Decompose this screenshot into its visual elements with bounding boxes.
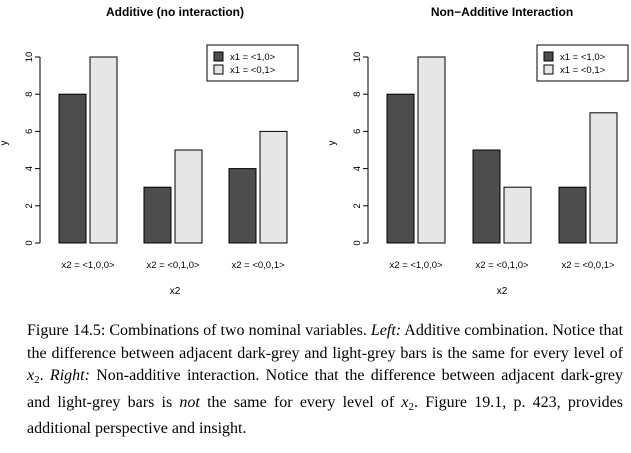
legend-label: x1 = <0,1> <box>230 65 276 76</box>
y-tick-label: 6 <box>24 129 35 134</box>
chart-title: Additive (no interaction) <box>106 5 244 19</box>
caption-subscript-2: 2 <box>408 400 415 413</box>
y-tick-label: 2 <box>352 203 363 208</box>
caption-text-6: . Figure 19.1, p. 423, provides addition… <box>27 393 623 438</box>
caption-var-x-2: x <box>401 393 409 411</box>
bar-dark-3 <box>558 186 587 244</box>
caption-text-2: Additive combination. Notice that the di… <box>27 322 624 362</box>
legend-swatch-dark <box>543 51 554 62</box>
legend-box <box>206 44 299 82</box>
y-tick-label: 10 <box>24 52 35 63</box>
bar-dark-1 <box>386 93 415 244</box>
x-axis-label: x2 <box>170 286 181 297</box>
bar-dark-2 <box>472 149 501 244</box>
bar-light-3 <box>259 130 288 244</box>
caption-text-4: Non-additive interaction. Notice that th… <box>27 367 624 411</box>
y-tick-label: 4 <box>352 166 363 171</box>
caption-text-3: . <box>39 367 50 384</box>
y-tick-label: 6 <box>352 129 363 134</box>
x-category-label: x2 = <0,0,1> <box>231 260 285 271</box>
caption-right: Right: <box>49 367 90 384</box>
x-category-label: x2 = <1,0,0> <box>389 260 443 271</box>
x-category-label: x2 = <0,0,1> <box>561 260 615 271</box>
bar-dark-3 <box>228 168 257 244</box>
caption-label: Figure 14.5: <box>27 322 106 339</box>
y-tick-label: 10 <box>352 52 363 63</box>
y-tick-label: 8 <box>352 92 363 97</box>
left-panel-additive: Additive (no interaction) 0 2 4 6 8 10 y x2 = <1… <box>0 5 299 297</box>
bar-light-2 <box>174 149 203 244</box>
x-category-label: x2 = <1,0,0> <box>61 260 115 271</box>
figure-panels: Additive (no interaction) 0 2 4 6 8 10 y x2 = <1… <box>0 5 629 297</box>
y-tick-label: 2 <box>24 203 35 208</box>
bar-light-2 <box>503 186 532 244</box>
y-tick-label: 4 <box>24 166 35 171</box>
legend-swatch-light <box>213 64 224 75</box>
legend-label: x1 = <1,0> <box>560 52 606 63</box>
chart-title: Non−Additive Interaction <box>431 5 573 19</box>
bar-light-3 <box>589 112 618 244</box>
bar-dark-2 <box>143 186 172 244</box>
y-tick-label: 0 <box>352 240 363 245</box>
caption-subscript: 2 <box>34 374 40 386</box>
figure-caption: Figure 14.5: Combinations of two nominal… <box>27 320 623 441</box>
caption-not: not <box>179 393 200 411</box>
legend-label: x1 = <1,0> <box>230 52 276 63</box>
y-tick-label: 0 <box>24 240 35 245</box>
x-category-label: x2 = <0,1,0> <box>146 260 200 271</box>
legend-swatch-light <box>543 64 554 75</box>
bar-light-1 <box>89 56 118 244</box>
legend-label: x1 = <0,1> <box>560 65 606 76</box>
bar-dark-1 <box>58 93 87 244</box>
x-category-label: x2 = <0,1,0> <box>475 260 529 271</box>
bar-light-1 <box>417 56 446 244</box>
right-panel-non-additive: Non−Additive Interaction 0 2 4 6 8 10 y x2 = <1,… <box>327 5 629 297</box>
y-axis-label: y <box>327 141 338 146</box>
legend-box <box>536 44 629 82</box>
y-tick-label: 8 <box>24 92 35 97</box>
caption-left: Left: <box>370 322 402 339</box>
y-axis-label: y <box>0 141 10 146</box>
x-axis-label: x2 <box>497 286 508 297</box>
caption-var-x: x <box>27 367 35 384</box>
legend-swatch-dark <box>213 51 224 62</box>
caption-text-5: the same for every level of <box>199 393 402 411</box>
caption-text-1: Combinations of two nominal variables. <box>105 322 371 339</box>
